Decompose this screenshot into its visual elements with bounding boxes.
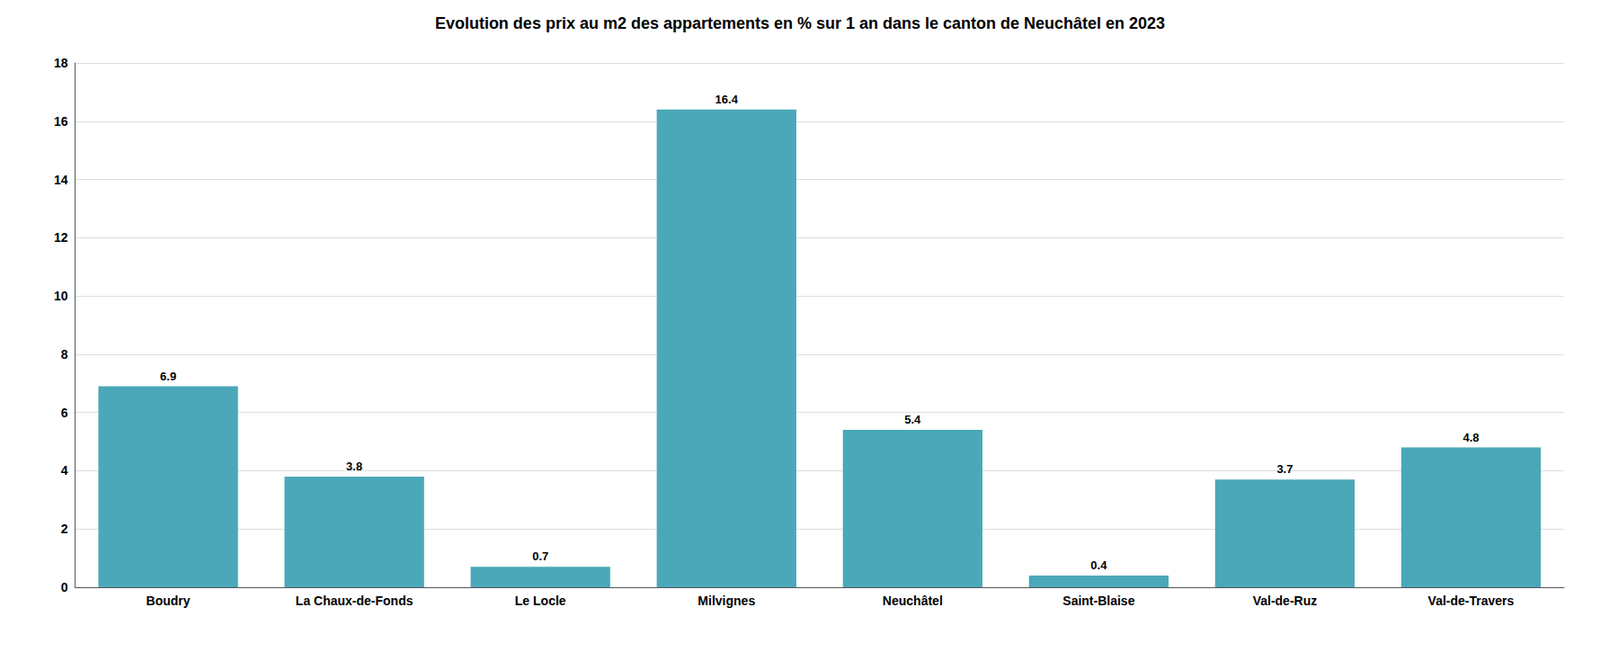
svg-text:2: 2 — [61, 521, 69, 536]
svg-text:Milvignes: Milvignes — [697, 593, 756, 608]
svg-text:10: 10 — [53, 288, 69, 303]
svg-text:Evolution des prix au m2 des a: Evolution des prix au m2 des appartement… — [435, 14, 1165, 33]
svg-text:0: 0 — [61, 579, 69, 595]
svg-text:4: 4 — [61, 462, 69, 478]
svg-text:La Chaux-de-Fonds: La Chaux-de-Fonds — [295, 593, 414, 608]
svg-text:Val-de-Ruz: Val-de-Ruz — [1253, 593, 1318, 608]
svg-text:Le Locle: Le Locle — [515, 593, 567, 608]
svg-text:14: 14 — [53, 172, 69, 187]
svg-text:8: 8 — [61, 346, 69, 362]
svg-text:4.8: 4.8 — [1462, 430, 1479, 445]
svg-text:6: 6 — [61, 405, 69, 420]
svg-text:5.4: 5.4 — [904, 412, 922, 427]
svg-text:12: 12 — [53, 230, 69, 245]
svg-text:3.8: 3.8 — [346, 459, 363, 473]
svg-text:0.7: 0.7 — [532, 549, 549, 563]
svg-text:6.9: 6.9 — [160, 369, 177, 383]
svg-text:Boudry: Boudry — [146, 593, 191, 608]
svg-text:16: 16 — [53, 114, 69, 129]
svg-text:3.7: 3.7 — [1276, 462, 1293, 476]
svg-text:0.4: 0.4 — [1090, 558, 1108, 572]
svg-text:Neuchâtel: Neuchâtel — [882, 593, 943, 608]
svg-text:18: 18 — [53, 55, 69, 71]
svg-text:Val-de-Travers: Val-de-Travers — [1428, 593, 1515, 608]
svg-text:Saint-Blaise: Saint-Blaise — [1062, 593, 1135, 608]
svg-text:16.4: 16.4 — [715, 92, 739, 107]
